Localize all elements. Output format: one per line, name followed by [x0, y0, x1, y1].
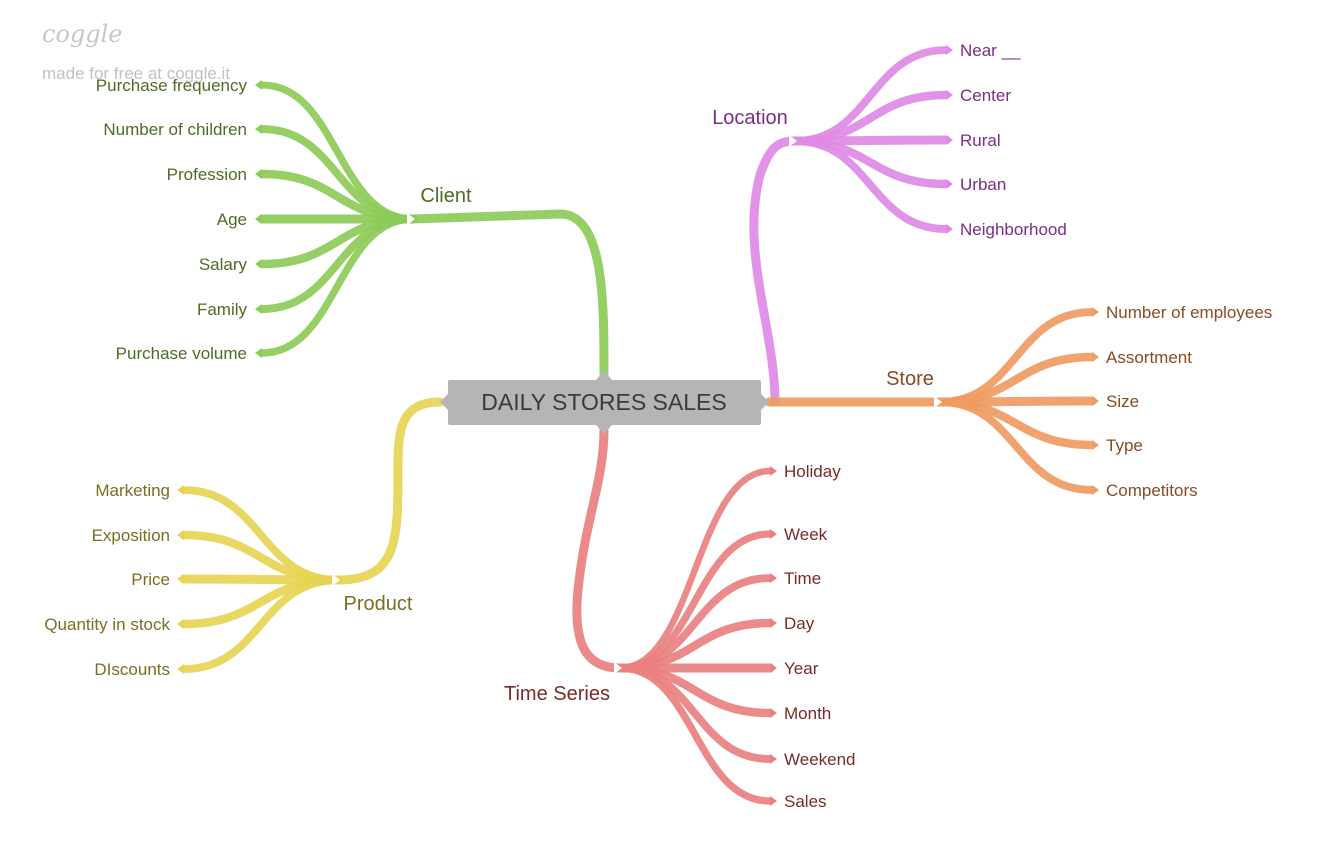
product-leaf-price[interactable]: Price [131, 570, 170, 589]
arrow-tip-icon [255, 124, 262, 134]
arrow-tip-icon [946, 90, 953, 100]
hub-chevron-icon [407, 213, 415, 225]
arrow-tip-icon [946, 224, 953, 234]
product-leaf-marketing[interactable]: Marketing [95, 481, 170, 500]
hub-chevron-icon [789, 135, 797, 147]
time_series-leaf-month[interactable]: Month [784, 704, 831, 723]
arrow-tip-icon [770, 663, 777, 673]
time_series-leaf-week[interactable]: Week [784, 525, 828, 544]
arrow-tip-icon [770, 618, 777, 628]
location-branch-label[interactable]: Location [712, 107, 788, 129]
store-leaf-link [936, 398, 1096, 494]
arrow-tip-icon [770, 466, 777, 476]
arrow-tip-icon [1092, 485, 1099, 495]
time_series-leaf-holiday[interactable]: Holiday [784, 462, 841, 481]
coggle-logo: coggle [42, 20, 123, 48]
arrow-tip-icon [1092, 440, 1099, 450]
arrow-tip-icon [1092, 396, 1099, 406]
product-leaf-link [180, 576, 342, 673]
product-leaf-quantity-in-stock[interactable]: Quantity in stock [44, 615, 170, 634]
arrow-tip-icon [255, 259, 262, 269]
hub-chevron-icon [934, 396, 942, 408]
arrow-tip-icon [255, 304, 262, 314]
arrow-tip-icon [770, 573, 777, 583]
location-leaf-neighborhood[interactable]: Neighborhood [960, 220, 1067, 239]
arrow-tip-icon [946, 45, 953, 55]
mind-map-links [177, 45, 1099, 806]
time_series-leaf-day[interactable]: Day [784, 614, 815, 633]
time_series-leaf-time[interactable]: Time [784, 569, 821, 588]
watermark-tagline: made for free at coggle.it [42, 64, 231, 83]
arrow-tip-icon [177, 574, 184, 584]
store-leaf-number-of-employees[interactable]: Number of employees [1106, 303, 1272, 322]
location-leaf-link [791, 137, 950, 233]
time_series-leaf-link [616, 664, 774, 805]
product-branch-label[interactable]: Product [344, 593, 413, 615]
client-leaf-number-of-children[interactable]: Number of children [103, 120, 247, 139]
store-branch-label[interactable]: Store [886, 368, 934, 390]
arrow-tip-icon [255, 214, 262, 224]
arrow-tip-icon [770, 529, 777, 539]
arrow-tip-icon [1092, 352, 1099, 362]
store-leaf-assortment[interactable]: Assortment [1106, 348, 1192, 367]
arrow-tip-icon [177, 530, 184, 540]
arrow-tip-icon [1092, 307, 1099, 317]
location-trunk [749, 136, 800, 407]
client-leaf-family[interactable]: Family [197, 300, 248, 319]
store-leaf-size[interactable]: Size [1106, 392, 1139, 411]
time_series-leaf-year[interactable]: Year [784, 659, 819, 678]
arrow-tip-icon [770, 708, 777, 718]
time_series-trunk [572, 425, 625, 673]
client-leaf-salary[interactable]: Salary [199, 255, 248, 274]
client-leaf-link [258, 215, 417, 357]
arrow-tip-icon [255, 80, 262, 90]
product-leaf-discounts[interactable]: DIscounts [94, 660, 170, 679]
arrow-tip-icon [946, 135, 953, 145]
client-branch-label[interactable]: Client [420, 185, 472, 207]
arrow-tip-icon [946, 179, 953, 189]
time_series-leaf-sales[interactable]: Sales [784, 792, 827, 811]
client-leaf-purchase-frequency[interactable]: Purchase frequency [96, 76, 248, 95]
product-trunk [333, 397, 445, 585]
location-leaf-center[interactable]: Center [960, 86, 1011, 105]
arrow-tip-icon [177, 619, 184, 629]
client-trunk [408, 209, 609, 380]
store-leaf-competitors[interactable]: Competitors [1106, 481, 1198, 500]
time_series-leaf-weekend[interactable]: Weekend [784, 750, 856, 769]
store-leaf-type[interactable]: Type [1106, 436, 1143, 455]
client-leaf-age[interactable]: Age [217, 210, 247, 229]
product-leaf-exposition[interactable]: Exposition [92, 526, 170, 545]
location-leaf-near[interactable]: Near __ [960, 41, 1021, 60]
arrow-tip-icon [255, 348, 262, 358]
hub-chevron-icon [332, 574, 340, 586]
arrow-tip-icon [177, 664, 184, 674]
client-leaf-profession[interactable]: Profession [167, 165, 247, 184]
time-series-branch-label[interactable]: Time Series [504, 683, 610, 705]
location-leaf-urban[interactable]: Urban [960, 175, 1006, 194]
location-leaf-rural[interactable]: Rural [960, 131, 1001, 150]
center-node-label: DAILY STORES SALES [481, 389, 726, 415]
hub-chevron-icon [614, 662, 622, 674]
arrow-tip-icon [770, 754, 777, 764]
arrow-tip-icon [770, 796, 777, 806]
arrow-tip-icon [255, 169, 262, 179]
arrow-tip-icon [177, 485, 184, 495]
client-leaf-purchase-volume[interactable]: Purchase volume [116, 344, 247, 363]
time_series-leaf-link [616, 467, 774, 672]
center-node[interactable]: DAILY STORES SALES [440, 371, 769, 434]
